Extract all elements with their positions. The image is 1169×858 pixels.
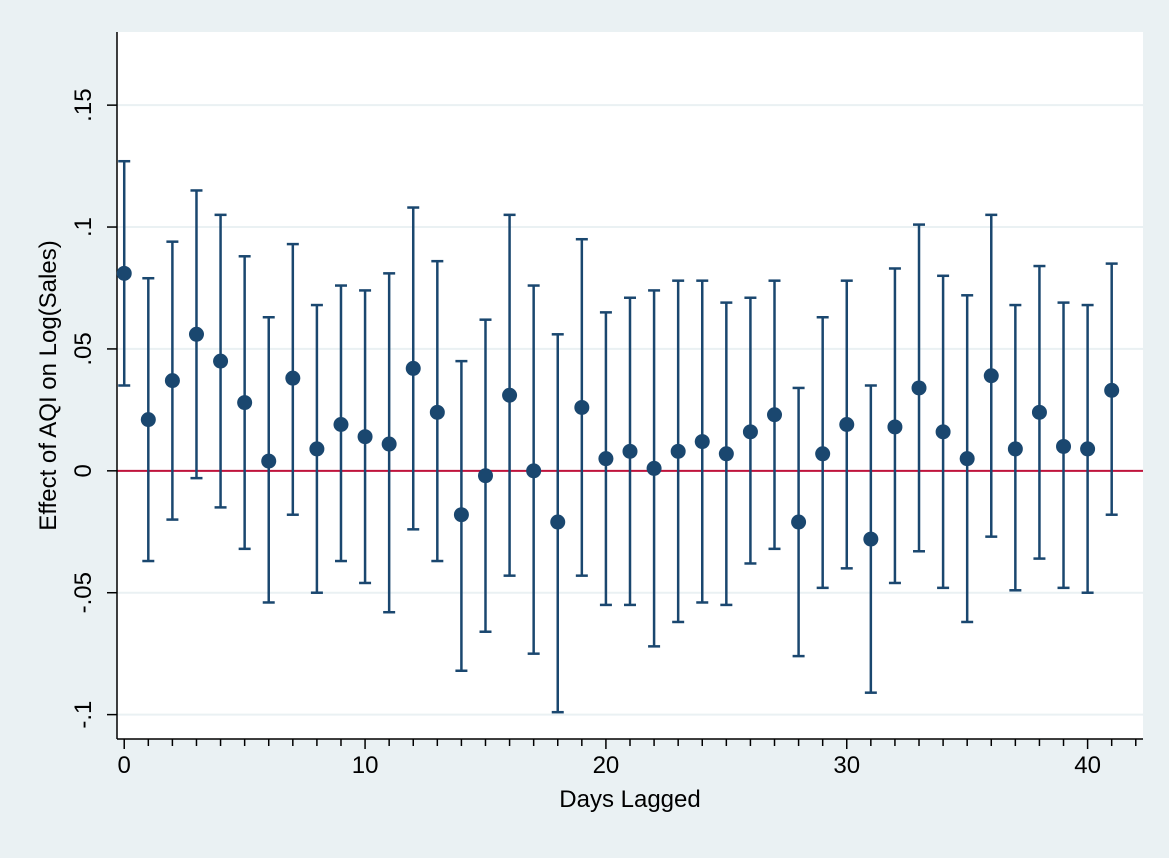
y-tick-label: 0	[70, 464, 97, 477]
data-point	[791, 514, 807, 530]
y-axis-ticks: -.1 -.05 0 .05 .1 .15	[70, 88, 117, 729]
data-point	[261, 453, 277, 469]
x-axis-ticks: 0 10 20 30 40	[118, 739, 1137, 779]
data-point	[646, 460, 662, 476]
data-point	[453, 507, 469, 523]
data-point	[911, 380, 927, 396]
x-tick-label: 0	[118, 752, 131, 779]
data-point	[381, 436, 397, 452]
data-point	[959, 451, 975, 467]
data-point	[213, 353, 229, 369]
data-point	[405, 360, 421, 376]
x-tick-label: 40	[1074, 752, 1101, 779]
data-point	[815, 446, 831, 462]
data-point	[1104, 382, 1120, 398]
x-tick-label: 30	[833, 752, 860, 779]
data-point	[477, 468, 493, 484]
y-axis-label: Effect of AQI on Log(Sales)	[35, 240, 62, 530]
point-estimates	[116, 265, 1120, 547]
data-point	[1031, 404, 1047, 420]
data-point	[694, 434, 710, 450]
data-point	[550, 514, 566, 530]
data-point	[188, 326, 204, 342]
data-point	[887, 419, 903, 435]
data-point	[140, 412, 156, 428]
data-point	[839, 417, 855, 433]
x-tick-label: 20	[593, 752, 620, 779]
y-tick-label: .15	[70, 88, 97, 121]
data-point	[116, 265, 132, 281]
data-point	[1007, 441, 1023, 457]
data-point	[935, 424, 951, 440]
data-point	[285, 370, 301, 386]
data-point	[767, 407, 783, 423]
data-point	[502, 387, 518, 403]
data-point	[237, 395, 253, 411]
y-tick-label: -.1	[70, 701, 97, 729]
data-point	[983, 368, 999, 384]
data-point	[164, 373, 180, 389]
data-point	[670, 443, 686, 459]
data-point	[429, 404, 445, 420]
data-point	[598, 451, 614, 467]
data-point	[357, 429, 373, 445]
data-point	[1056, 438, 1072, 454]
data-point	[574, 399, 590, 415]
y-tick-label: .1	[70, 217, 97, 237]
data-point	[863, 531, 879, 547]
data-point	[526, 463, 542, 479]
data-point	[309, 441, 325, 457]
data-point	[333, 417, 349, 433]
data-point	[1080, 441, 1096, 457]
y-tick-label: -.05	[70, 572, 97, 613]
x-tick-label: 10	[352, 752, 379, 779]
x-axis-label: Days Lagged	[559, 786, 700, 813]
y-tick-label: .05	[70, 332, 97, 365]
data-point	[742, 424, 758, 440]
data-point	[622, 443, 638, 459]
data-point	[718, 446, 734, 462]
